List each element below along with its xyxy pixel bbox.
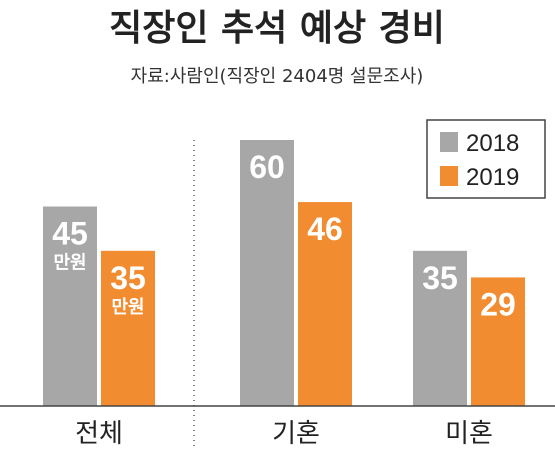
- data-label: 35: [422, 260, 458, 296]
- legend-swatch-2018: [440, 132, 458, 152]
- legend-label: 2018: [466, 130, 519, 157]
- bar-2018-1: [240, 140, 294, 406]
- bar-2019-0: [101, 250, 155, 406]
- data-label: 29: [480, 286, 516, 322]
- bar-2018-2: [413, 250, 467, 406]
- category-label: 기혼: [272, 419, 320, 449]
- legend: 2018 2019: [426, 119, 546, 199]
- chart-subtitle: 자료:사람인(직장인 2404명 설문조사): [131, 66, 424, 87]
- bar-2019-1: [298, 202, 352, 406]
- data-label: 46: [307, 211, 343, 247]
- category-label: 전체: [75, 419, 123, 449]
- bar-2018-0: [43, 206, 97, 406]
- data-label: 45: [52, 216, 88, 252]
- bar-2019-2: [471, 277, 525, 406]
- legend-label: 2019: [466, 164, 519, 191]
- legend-swatch-2019: [440, 166, 458, 186]
- data-label: 60: [249, 149, 285, 185]
- unit-label: 만원: [111, 297, 144, 318]
- category-label: 미혼: [445, 419, 493, 449]
- data-label: 35: [110, 260, 146, 296]
- chart-title: 직장인 추석 예상 경비: [109, 8, 445, 49]
- category-labels: 전체 기혼 미혼: [75, 419, 493, 449]
- unit-label: 만원: [53, 253, 86, 274]
